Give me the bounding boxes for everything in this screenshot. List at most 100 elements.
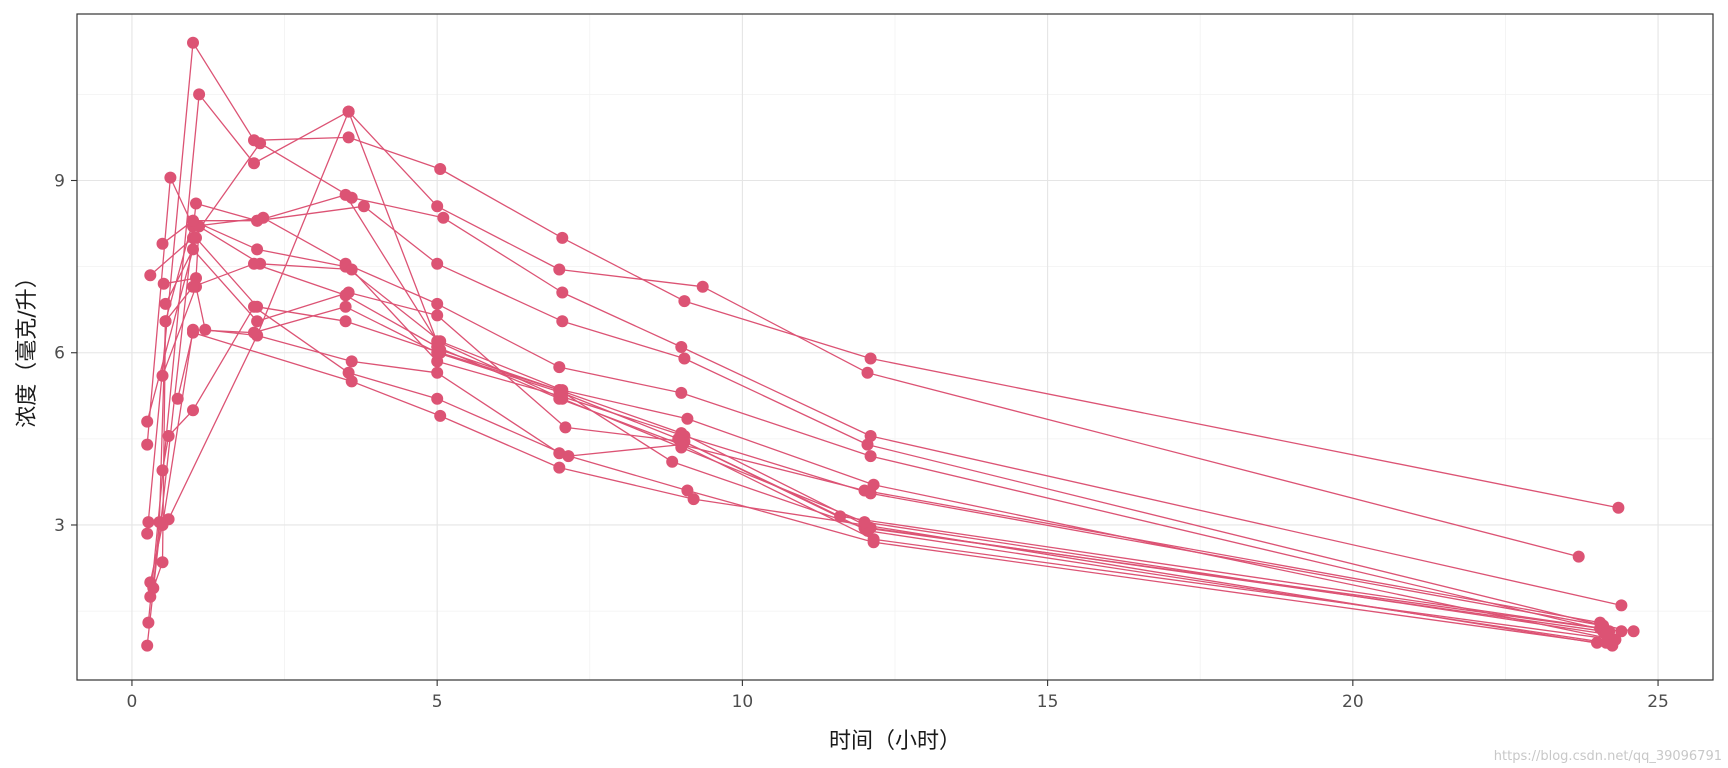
y-tick-label: 6 bbox=[54, 344, 65, 364]
data-point bbox=[342, 105, 355, 118]
data-point bbox=[834, 510, 847, 523]
data-point bbox=[1600, 628, 1613, 641]
data-point bbox=[339, 300, 352, 313]
data-point bbox=[190, 197, 202, 210]
data-point bbox=[1591, 636, 1603, 649]
data-point bbox=[437, 211, 450, 224]
data-point bbox=[556, 392, 569, 405]
data-point bbox=[553, 447, 566, 460]
data-point bbox=[675, 441, 688, 454]
x-tick-label: 0 bbox=[127, 692, 138, 712]
x-tick-label: 10 bbox=[732, 692, 754, 712]
data-point bbox=[1572, 550, 1585, 563]
data-point bbox=[187, 214, 199, 227]
data-point bbox=[342, 366, 355, 379]
data-point bbox=[864, 450, 877, 463]
data-point bbox=[357, 200, 370, 213]
data-point bbox=[858, 516, 871, 529]
data-point bbox=[156, 237, 169, 250]
x-axis-title: 时间（小时） bbox=[829, 729, 961, 754]
data-point bbox=[431, 200, 444, 213]
data-point bbox=[1627, 625, 1640, 638]
data-point bbox=[553, 361, 566, 374]
data-point bbox=[187, 280, 199, 293]
data-point bbox=[431, 297, 444, 310]
data-point bbox=[867, 533, 880, 546]
x-tick-label: 15 bbox=[1037, 692, 1059, 712]
data-point bbox=[141, 415, 154, 428]
data-point bbox=[187, 404, 199, 417]
data-point bbox=[431, 257, 444, 270]
y-axis-title: 浓度（毫克/升） bbox=[15, 266, 40, 427]
x-tick-label: 5 bbox=[432, 692, 443, 712]
data-point bbox=[675, 386, 688, 399]
data-point bbox=[153, 516, 166, 529]
data-point bbox=[1612, 501, 1625, 514]
data-point bbox=[1615, 599, 1628, 612]
data-point bbox=[141, 527, 154, 540]
series-line-12 bbox=[161, 306, 1616, 641]
data-point bbox=[861, 366, 874, 379]
data-point bbox=[162, 430, 175, 442]
data-point bbox=[339, 289, 352, 302]
gridlines bbox=[77, 14, 1713, 680]
series-line-5 bbox=[146, 176, 1610, 632]
data-point bbox=[141, 438, 154, 451]
data-point bbox=[157, 277, 170, 290]
data-point bbox=[678, 295, 691, 308]
data-point bbox=[248, 257, 260, 270]
data-point bbox=[559, 421, 572, 434]
data-point bbox=[431, 335, 444, 348]
data-point bbox=[142, 516, 155, 529]
x-tick-label: 20 bbox=[1342, 692, 1364, 712]
data-point bbox=[434, 163, 447, 175]
data-point bbox=[248, 157, 260, 170]
data-point bbox=[345, 355, 358, 368]
y-tick-label: 3 bbox=[54, 516, 65, 536]
data-point bbox=[431, 392, 444, 405]
data-point bbox=[156, 556, 169, 569]
data-point bbox=[187, 36, 199, 49]
data-point bbox=[1609, 633, 1622, 646]
data-point bbox=[142, 616, 155, 629]
data-point bbox=[681, 412, 694, 425]
data-point bbox=[187, 243, 199, 256]
watermark: https://blog.csdn.net/qq_39096791 bbox=[1494, 749, 1722, 764]
data-point bbox=[556, 231, 569, 244]
data-point bbox=[251, 214, 264, 227]
series-line-10 bbox=[161, 286, 1598, 644]
data-point bbox=[339, 315, 352, 328]
data-point bbox=[696, 280, 709, 293]
data-point bbox=[248, 300, 260, 313]
data-point bbox=[254, 137, 267, 150]
data-point bbox=[553, 263, 566, 276]
data-point bbox=[1600, 636, 1613, 649]
data-point bbox=[678, 352, 691, 365]
data-point bbox=[339, 188, 352, 201]
data-point bbox=[187, 323, 199, 336]
data-point bbox=[193, 88, 206, 101]
data-point bbox=[553, 461, 566, 474]
data-point bbox=[431, 366, 444, 379]
data-point bbox=[666, 455, 679, 468]
data-points bbox=[141, 36, 1640, 652]
data-point bbox=[431, 309, 444, 322]
data-point bbox=[159, 315, 172, 328]
data-point bbox=[144, 269, 157, 282]
data-point bbox=[199, 323, 212, 336]
data-point bbox=[345, 263, 358, 276]
data-point bbox=[156, 464, 169, 477]
data-point bbox=[861, 438, 874, 451]
data-point bbox=[156, 369, 169, 382]
data-point bbox=[164, 171, 177, 184]
data-point bbox=[171, 392, 184, 405]
data-point bbox=[147, 582, 160, 595]
panel-border bbox=[76, 13, 1714, 681]
data-point bbox=[1615, 625, 1628, 638]
data-point bbox=[251, 243, 264, 256]
y-tick-label: 9 bbox=[54, 172, 65, 192]
data-point bbox=[556, 286, 569, 299]
data-point bbox=[687, 493, 700, 506]
data-point bbox=[675, 341, 688, 353]
